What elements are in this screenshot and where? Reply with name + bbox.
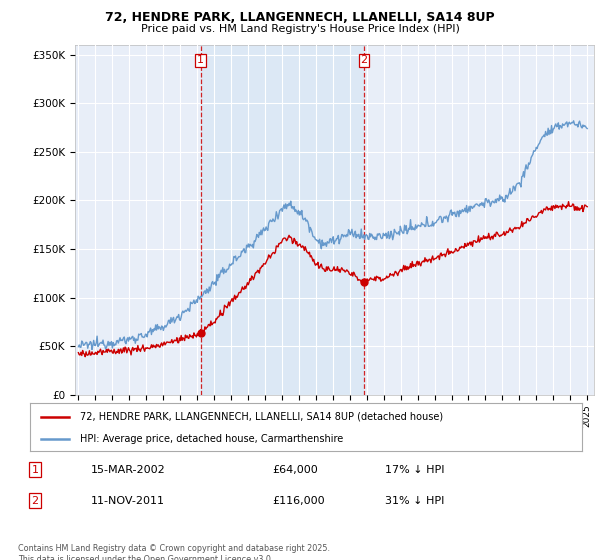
Text: 1: 1 bbox=[197, 55, 204, 66]
Text: £116,000: £116,000 bbox=[272, 496, 325, 506]
Text: 1: 1 bbox=[31, 465, 38, 475]
Text: 72, HENDRE PARK, LLANGENNECH, LLANELLI, SA14 8UP (detached house): 72, HENDRE PARK, LLANGENNECH, LLANELLI, … bbox=[80, 412, 443, 422]
Text: £64,000: £64,000 bbox=[272, 465, 317, 475]
Text: 15-MAR-2002: 15-MAR-2002 bbox=[91, 465, 166, 475]
Text: 11-NOV-2011: 11-NOV-2011 bbox=[91, 496, 166, 506]
Text: HPI: Average price, detached house, Carmarthenshire: HPI: Average price, detached house, Carm… bbox=[80, 434, 343, 444]
Text: 72, HENDRE PARK, LLANGENNECH, LLANELLI, SA14 8UP: 72, HENDRE PARK, LLANGENNECH, LLANELLI, … bbox=[105, 11, 495, 24]
Text: 2: 2 bbox=[31, 496, 38, 506]
Bar bbox=[200, 45, 364, 395]
Text: Price paid vs. HM Land Registry's House Price Index (HPI): Price paid vs. HM Land Registry's House … bbox=[140, 24, 460, 34]
Text: 17% ↓ HPI: 17% ↓ HPI bbox=[385, 465, 444, 475]
Text: Contains HM Land Registry data © Crown copyright and database right 2025.
This d: Contains HM Land Registry data © Crown c… bbox=[18, 544, 330, 560]
Text: 2: 2 bbox=[361, 55, 368, 66]
Text: 31% ↓ HPI: 31% ↓ HPI bbox=[385, 496, 444, 506]
